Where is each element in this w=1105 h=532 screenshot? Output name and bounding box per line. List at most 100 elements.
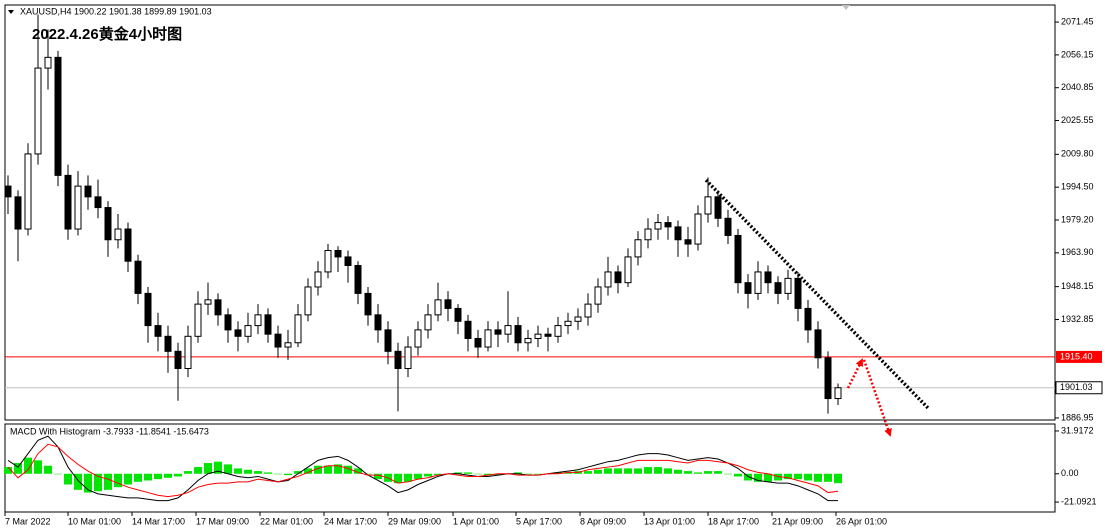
candle-body [64, 174, 72, 230]
histogram-bar [624, 468, 632, 474]
histogram-bar [434, 473, 442, 476]
histogram-bar [564, 472, 572, 474]
candle-body [684, 239, 692, 245]
x-tick-label: 18 Apr 17:00 [708, 516, 759, 526]
histogram-bar [484, 473, 492, 476]
histogram-bar [354, 468, 362, 474]
menu-arrow[interactable] [8, 10, 14, 14]
candle-body [664, 222, 672, 228]
candle-body [804, 307, 812, 331]
y-tick-label: 1886.95 [1061, 412, 1094, 422]
histogram-bar [664, 468, 672, 474]
candle-body [764, 271, 772, 284]
histogram-bar [514, 472, 522, 474]
candle-body [774, 282, 782, 294]
candle-body [74, 185, 82, 230]
histogram-bar [814, 473, 822, 482]
candle-body [44, 56, 52, 69]
histogram-bar [494, 473, 502, 476]
histogram-bar [774, 473, 782, 481]
candle-body [34, 67, 42, 155]
candle-body [194, 303, 202, 337]
histogram-bar [754, 473, 762, 482]
candle-body [84, 185, 92, 198]
histogram-bar [284, 473, 292, 476]
histogram-bar [694, 472, 702, 474]
y-tick-label: 1932.85 [1061, 314, 1094, 324]
candle-body [114, 228, 122, 241]
candle-body [434, 299, 442, 316]
candle-body [584, 303, 592, 318]
histogram-bar [794, 473, 802, 480]
candle-body [234, 329, 242, 337]
candle-body [474, 337, 482, 348]
candle-body [654, 222, 662, 230]
shift-marker [842, 5, 850, 10]
macd-line [7, 435, 838, 502]
histogram-bar [744, 473, 752, 481]
candle-body [624, 256, 632, 284]
histogram-bar [644, 467, 652, 474]
candle-body [324, 249, 332, 273]
candle-body [284, 342, 292, 348]
candle-body [614, 271, 622, 284]
y-tick-label: 1979.20 [1061, 214, 1094, 224]
candle-body [134, 260, 142, 294]
histogram-bar [724, 473, 732, 475]
histogram-bar [424, 473, 432, 477]
histogram-bar [164, 473, 172, 478]
histogram-bar [474, 473, 482, 475]
candle-body [354, 265, 362, 294]
candle-body [54, 56, 62, 176]
candle-body [154, 325, 162, 337]
histogram-bar [154, 473, 162, 480]
histogram-bar [374, 473, 382, 480]
histogram-bar [4, 467, 12, 474]
histogram-bar [264, 472, 272, 474]
histogram-bar [114, 473, 122, 488]
histogram-bar [674, 469, 682, 474]
candle-body [204, 299, 212, 305]
x-tick-label: 24 Mar 17:00 [324, 516, 377, 526]
histogram-bar [334, 464, 342, 474]
x-tick-label: 10 Mar 01:00 [68, 516, 121, 526]
histogram-bar [124, 473, 132, 485]
candle-body [124, 228, 132, 262]
x-tick-label: 17 Mar 09:00 [196, 516, 249, 526]
candle-body [344, 256, 352, 267]
candle-body [744, 282, 752, 294]
candle-body [364, 292, 372, 316]
candle-body [504, 325, 512, 335]
main-pane [4, 4, 1056, 421]
histogram-bar [824, 473, 832, 482]
candle-body [334, 249, 342, 258]
candle-body [314, 271, 322, 288]
histogram-bar [584, 471, 592, 474]
candle-body [4, 185, 12, 198]
y-tick-label: 1994.50 [1061, 182, 1094, 192]
drawing-line [862, 359, 892, 437]
drawing-line [704, 178, 930, 410]
histogram-bar [654, 467, 662, 474]
x-tick-label: 26 Apr 01:00 [836, 516, 887, 526]
price-label: 1915.40 [1060, 351, 1093, 361]
candle-body [784, 277, 792, 294]
candle-body [574, 316, 582, 322]
candle-body [544, 333, 552, 337]
histogram-bar [324, 465, 332, 474]
histogram-bar [204, 463, 212, 474]
candle-body [184, 335, 192, 370]
histogram-bar [34, 460, 42, 474]
histogram-bar [604, 468, 612, 474]
candle-body [104, 207, 112, 241]
candle-body [814, 329, 822, 359]
candle-body [14, 196, 22, 230]
histogram-bar [294, 471, 302, 474]
candle-body [294, 314, 302, 344]
histogram-bar [74, 473, 82, 490]
candle-body [554, 325, 562, 337]
candle-body [534, 333, 542, 339]
candle-body [414, 329, 422, 348]
